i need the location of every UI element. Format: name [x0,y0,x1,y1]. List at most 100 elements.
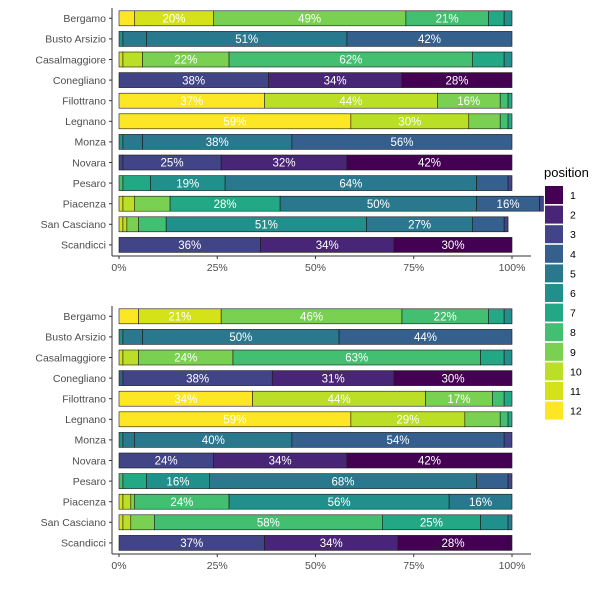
bar-segment-position-7 [480,349,505,366]
bar-segment-position-3 [507,175,513,191]
bar-segment-position-10 [122,51,143,68]
segment-value-label: 42% [418,158,441,170]
segment-value-label: 34% [324,75,347,87]
segment-value-label: 38% [206,137,229,149]
segment-value-label: 32% [273,158,296,170]
segment-value-label: 24% [155,456,178,468]
bar-segment-position-6 [118,432,124,448]
segment-value-label: 22% [434,312,457,324]
bar-segment-position-4 [472,216,505,233]
category-label: Piacenza [63,497,106,509]
legend-swatch-2 [545,205,563,224]
bar-segment-position-6 [503,51,513,68]
segment-value-label: 30% [442,240,465,252]
segment-value-label: 34% [174,394,197,406]
legend-item-label: 4 [570,249,576,261]
bar-segment-position-3 [503,216,509,233]
bar-segment-position-5 [122,432,136,448]
segment-value-label: 42% [418,456,441,468]
bar-segment-position-9 [468,113,501,130]
segment-value-label: 34% [269,456,292,468]
bar-segment-position-3 [539,195,544,212]
category-label: Monza [74,435,106,447]
segment-value-label: 25% [420,518,443,530]
category-label: Pesaro [73,178,106,190]
category-label: Busto Arsizio [45,34,106,46]
x-tick-label: 50% [305,262,326,274]
bar-segment-position-5 [122,329,143,345]
chart-panel-1: 0% 25% 50% 75% 100% Bergamo 20% 49% 21% Busto Ars… [35,8,544,274]
segment-value-label: 63% [345,353,368,365]
x-tick-label: 0% [111,262,126,274]
bar-segment-position-10 [122,514,132,531]
legend-swatch-12 [545,401,563,420]
segment-value-label: 59% [223,117,246,129]
x-tick-label: 75% [403,262,424,274]
segment-value-label: 17% [447,394,470,406]
legend-swatch-1 [545,186,563,204]
bar-segment-position-7 [472,51,505,68]
segment-value-label: 19% [176,178,199,190]
segment-value-label: 36% [178,240,201,252]
x-tick-label: 100% [499,262,526,274]
bar-segment-position-1 [346,154,513,171]
segment-value-label: 56% [390,137,413,149]
bar-segment-position-4 [476,473,509,489]
bar-segment-position-8 [118,175,124,191]
bar-segment-position-8 [499,113,509,130]
segment-value-label: 28% [214,199,237,211]
bar-segment-position-7 [507,411,513,428]
bar-segment-position-5 [122,134,143,150]
segment-value-label: 42% [418,34,441,46]
bar-segment-position-11 [118,216,124,233]
segment-value-label: 54% [387,435,410,447]
bar-segment-position-8 [138,216,167,233]
bar-segment-position-6 [503,349,513,366]
bar-segment-position-1 [393,370,513,386]
bar-segment-position-8 [499,92,509,109]
legend-swatch-4 [545,244,563,263]
segment-value-label: 51% [255,220,278,232]
category-label: San Casciano [41,219,107,231]
segment-value-label: 44% [328,394,351,406]
x-tick-label: 25% [207,560,228,572]
bar-segment-position-11 [118,514,124,531]
segment-value-label: 31% [322,373,345,385]
segment-value-label: 27% [408,220,431,232]
category-label: Bergamo [63,311,106,323]
category-label: Piacenza [63,199,106,211]
segment-value-label: 37% [180,538,203,550]
legend-item-label: 7 [570,308,576,320]
bar-segment-position-8 [118,473,124,489]
segment-value-label: 40% [202,435,225,447]
bar-segment-position-1 [346,452,513,469]
legend-item-label: 9 [570,347,576,359]
segment-value-label: 22% [174,55,197,67]
bar-segment-position-10 [122,216,128,233]
legend-item-label: 11 [570,386,581,398]
bar-segment-position-10 [122,195,136,212]
x-tick-label: 50% [305,560,326,572]
bar-segment-position-5 [448,493,513,510]
bar-segment-position-4 [346,31,513,47]
category-label: Bergamo [63,13,106,25]
category-label: Pesaro [73,476,106,488]
bar-segment-position-10 [122,349,139,366]
bar-segment-position-4 [118,370,124,386]
chart-panel-2: 0% 25% 50% 75% 100% Bergamo 21% 46% 22% Busto Ars… [35,306,531,572]
bar-segment-position-7 [488,10,505,27]
bar-segment-position-7 [507,113,513,130]
segment-value-label: 21% [168,312,191,324]
bar-segment-position-9 [130,493,136,510]
bar-segment-position-11 [118,51,124,68]
legend-item-label: 12 [570,406,582,418]
category-label: Filottrano [62,96,106,108]
segment-value-label: 30% [398,117,421,129]
legend-item-label: 5 [570,268,576,280]
bar-segment-position-1 [401,72,513,88]
segment-value-label: 25% [161,158,184,170]
legend-swatch-6 [545,284,563,302]
category-label: San Casciano [41,517,107,529]
segment-value-label: 21% [436,14,459,26]
